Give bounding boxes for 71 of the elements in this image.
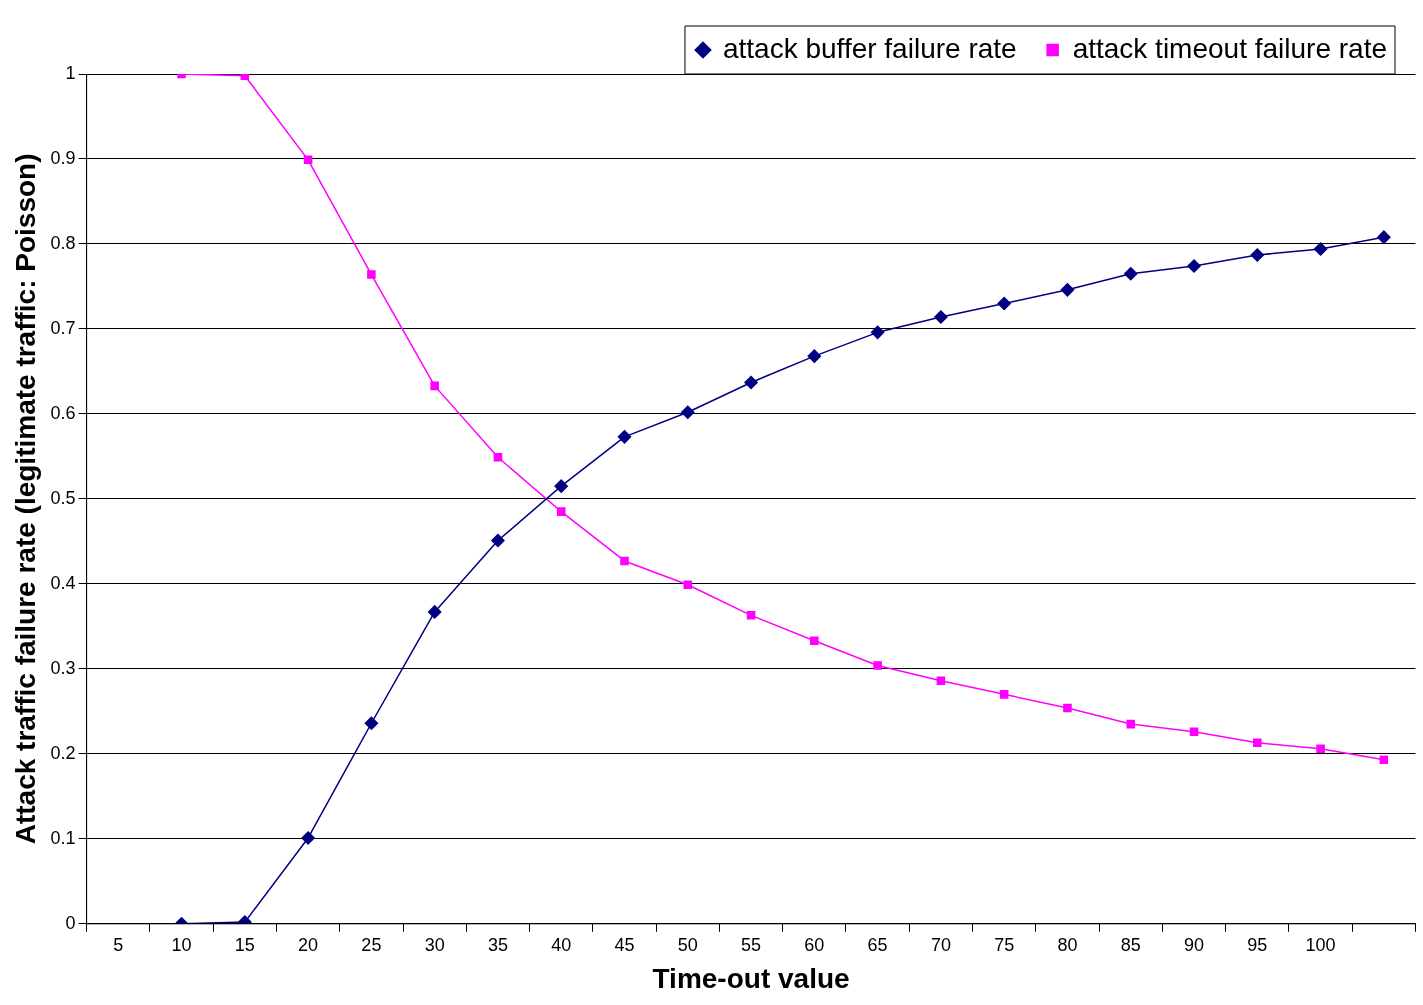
x-tick-label: 90 [1184, 934, 1205, 955]
x-tick-label: 65 [867, 934, 888, 955]
y-axis-title: Attack traffic failure rate (legitimate traffic: Poisson) [9, 153, 41, 845]
x-tick-label: 85 [1120, 934, 1141, 955]
point [430, 381, 439, 391]
point [1063, 703, 1072, 713]
point [1126, 719, 1136, 729]
point [1377, 230, 1391, 244]
x-tick-label: 70 [930, 934, 951, 955]
y-tick-label: 0.7 [50, 317, 76, 338]
point [934, 310, 948, 324]
x-axis-title: Time-out value [652, 962, 850, 994]
point [873, 661, 882, 670]
x-tick-label: 20 [298, 934, 319, 955]
y-tick-label: 0.9 [50, 147, 76, 168]
y-tick-label: 1 [65, 62, 76, 83]
y-tick-label: 0.4 [50, 572, 76, 593]
x-tick-label: 95 [1247, 934, 1268, 955]
point [556, 507, 566, 516]
point [1379, 755, 1389, 765]
x-tick-label: 25 [361, 934, 382, 955]
point [1123, 266, 1138, 281]
point [1313, 242, 1328, 256]
y-tick-label: 0.8 [50, 232, 76, 253]
point [1060, 283, 1075, 297]
x-tick-label: 45 [614, 934, 635, 955]
y-tick-label: 0.1 [50, 827, 76, 848]
x-tick-label: 15 [234, 934, 255, 955]
point [620, 556, 629, 566]
y-tick-label: 0.2 [50, 742, 76, 763]
x-tick-label: 100 [1305, 934, 1336, 955]
x-tick-label: 40 [551, 934, 572, 955]
point [617, 430, 632, 444]
point [364, 716, 379, 730]
x-tick-label: 5 [113, 934, 124, 955]
point [1250, 248, 1265, 262]
point [744, 375, 758, 390]
point [683, 580, 693, 590]
x-tick-label: 10 [171, 934, 192, 955]
y-tick-label: 0.3 [50, 657, 76, 678]
point [493, 452, 503, 462]
point [997, 296, 1011, 311]
point [554, 479, 568, 493]
point [681, 405, 695, 419]
y-tick-label: 0.6 [50, 402, 76, 423]
point [367, 270, 376, 279]
point [303, 155, 313, 165]
point [870, 325, 885, 340]
point [807, 349, 822, 363]
x-tick-label: 75 [994, 934, 1015, 955]
point [1316, 744, 1325, 754]
point [1189, 727, 1199, 737]
point [936, 676, 946, 686]
x-tick-label: 55 [741, 934, 762, 955]
x-tick-label: 35 [487, 934, 508, 955]
x-tick-label: 80 [1057, 934, 1078, 955]
point [999, 690, 1009, 699]
x-tick-label: 30 [424, 934, 445, 955]
point [1187, 259, 1201, 273]
x-tick-label: 60 [804, 934, 825, 955]
legend-label: attack buffer failure rate [722, 32, 1017, 64]
y-tick-label: 0.5 [50, 487, 76, 508]
point [810, 636, 819, 646]
y-tick-label: 0 [65, 912, 76, 933]
point [427, 605, 442, 619]
point [1253, 738, 1262, 748]
point [746, 611, 756, 620]
point [301, 831, 315, 845]
point [491, 533, 505, 548]
x-tick-label: 50 [677, 934, 698, 955]
legend-label: attack timeout failure rate [1072, 32, 1387, 64]
